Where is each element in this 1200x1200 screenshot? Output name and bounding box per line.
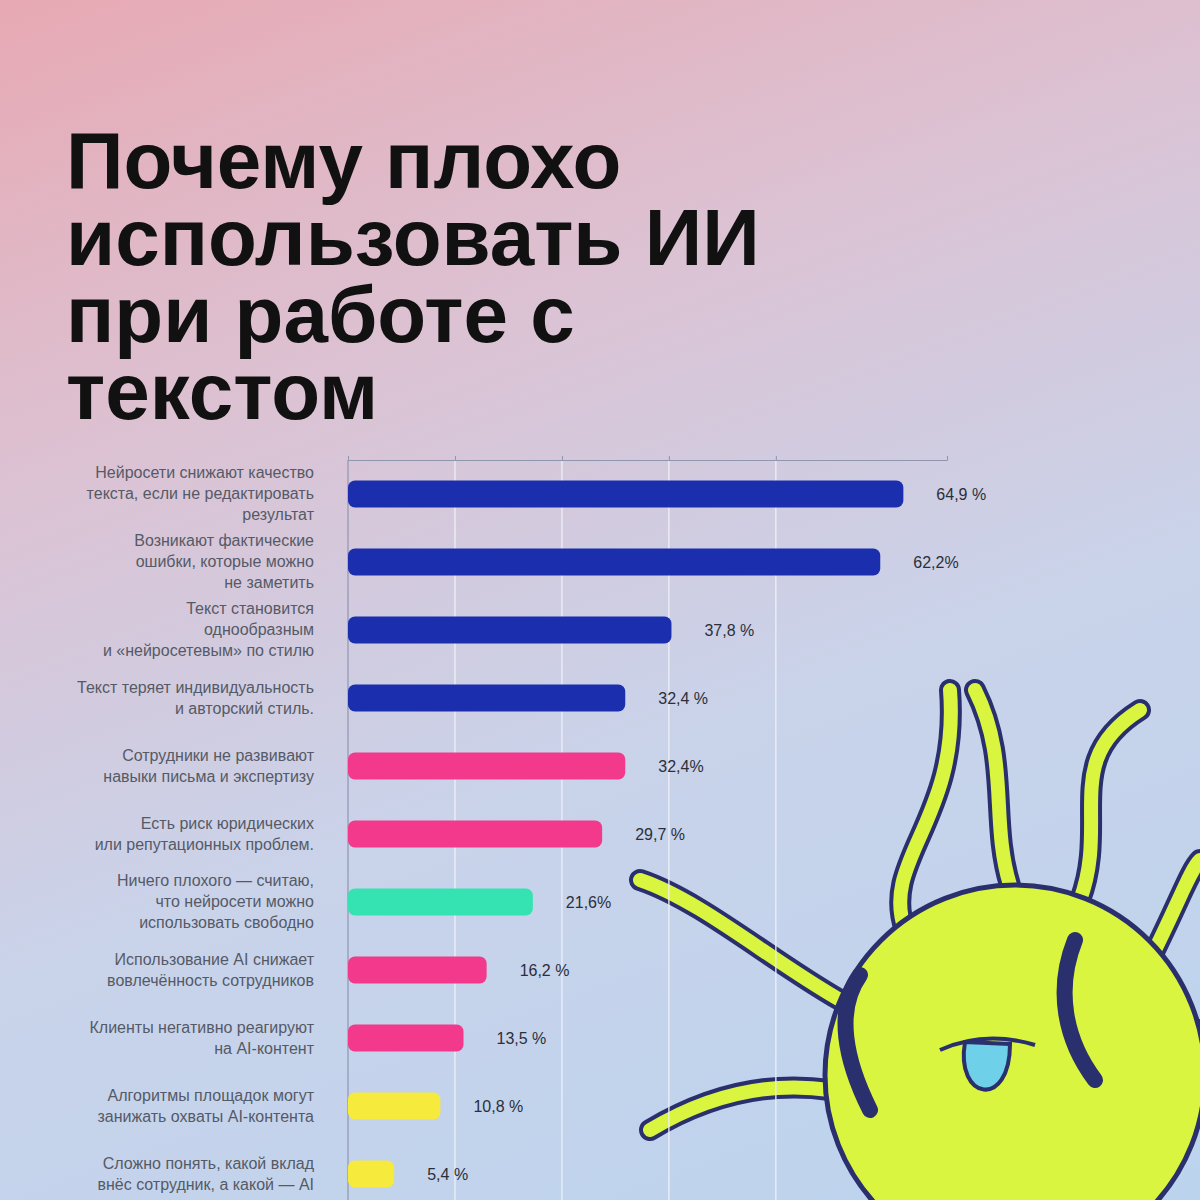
tick (348, 456, 349, 460)
bar (348, 684, 625, 711)
category-label-line: Текст теряет индивидуальность (77, 679, 314, 696)
bar (348, 888, 533, 915)
category-label: Текст становится однообразным и «нейросете… (103, 600, 314, 659)
bars (348, 480, 903, 1187)
title-line: использовать ИИ (66, 193, 760, 282)
category-label-line: Сотрудники не развивают (122, 747, 315, 764)
tentacle (1150, 860, 1200, 960)
bar (348, 548, 880, 575)
category-label-line: Алгоритмы площадок могут (108, 1087, 315, 1104)
title-line: при работе с (66, 270, 575, 359)
data-label: 32,4 % (658, 690, 708, 707)
eye-right (1065, 940, 1095, 1080)
data-label: 64,9 % (936, 486, 986, 503)
tentacle (900, 690, 951, 930)
tentacle (650, 1087, 830, 1130)
tentacle (975, 690, 1010, 885)
data-label: 37,8 % (704, 622, 754, 639)
category-label: Есть риск юридических или репутационных п… (95, 815, 314, 853)
tick-mark (348, 456, 349, 460)
bar (348, 480, 903, 507)
category-label: Текст теряет индивидуальность и авторский… (77, 679, 314, 717)
category-label-line: Клиенты негативно реагируют (90, 1019, 315, 1036)
category-label-line: занижать охваты AI-контента (97, 1108, 314, 1125)
category-label-line: Использование AI снижает (115, 951, 315, 968)
creature-body (825, 885, 1200, 1200)
bar (348, 1160, 394, 1187)
category-label: Ничего плохого — считаю, что нейросети мо… (117, 872, 314, 931)
title-line: текстом (66, 347, 378, 436)
category-label-line: Сложно понять, какой вклад (103, 1155, 315, 1172)
data-label: 21,6% (566, 894, 611, 911)
tentacle-outline (640, 880, 840, 1000)
illustration (640, 690, 1200, 1200)
tick-mark (455, 456, 456, 460)
category-label-line: ошибки, которые можно (136, 553, 314, 570)
category-label-line: использовать свободно (139, 914, 314, 931)
data-label: 10,8 % (473, 1098, 523, 1115)
tentacle-outline (1080, 710, 1140, 900)
tick (669, 456, 670, 460)
tentacle (1080, 710, 1140, 900)
eye-left (846, 975, 870, 1110)
tentacle-outline (900, 690, 951, 930)
data-label: 5,4 % (427, 1166, 468, 1183)
x-axis (349, 456, 948, 461)
category-label-line: не заметить (224, 574, 314, 591)
data-labels: 64,9 % 62,2% 37,8 % 32,4 % 32,4% 29,7 % 21,6% 1… (427, 486, 986, 1183)
chart: Почему плохоиспользовать ИИпри работе ст… (0, 0, 1200, 1200)
category-label-line: однообразным (204, 621, 314, 638)
category-label: Возникают фактические ошибки, которые мож… (134, 532, 314, 591)
category-label-line: что нейросети можно (155, 893, 314, 910)
axis-line (349, 456, 948, 461)
category-label-line: Есть риск юридических (141, 815, 314, 832)
category-label-line: и авторский стиль. (175, 700, 314, 717)
category-label-line: Текст становится (186, 600, 314, 617)
category-label-line: вовлечённость сотрудников (107, 972, 314, 989)
bar (348, 820, 602, 847)
tick-mark (776, 456, 777, 460)
tentacle-outline (1150, 860, 1200, 960)
tick-mark (562, 456, 563, 460)
category-label-line: текста, если не редактировать (87, 485, 314, 502)
category-label: Нейросети снижают качество текста, если н… (87, 464, 315, 523)
category-label: Алгоритмы площадок могут занижать охваты … (97, 1087, 314, 1125)
tongue (964, 1042, 1010, 1090)
bar (348, 1024, 464, 1051)
tentacle-outline (975, 690, 1010, 885)
category-label-line: результат (242, 506, 314, 523)
data-label: 13,5 % (497, 1030, 547, 1047)
bar (348, 752, 625, 779)
tick (562, 456, 563, 460)
category-label-line: навыки письма и экспертизу (103, 768, 314, 785)
category-label: Сотрудники не развивают навыки письма и э… (103, 747, 314, 785)
bar (348, 616, 671, 643)
category-label-line: внёс сотрудник, а какой — AI (97, 1176, 314, 1193)
tick (776, 456, 777, 460)
tentacle-outline (650, 1087, 830, 1130)
category-labels: Нейросети снижают качество текста, если н… (77, 464, 315, 1193)
category-label: Сложно понять, какой вклад внёс сотрудник… (97, 1155, 314, 1193)
category-label-line: Нейросети снижают качество (95, 464, 314, 481)
data-label: 32,4% (658, 758, 703, 775)
tick (455, 456, 456, 460)
title: Почему плохоиспользовать ИИпри работе ст… (66, 116, 760, 436)
tick-mark (669, 456, 670, 460)
title-line: Почему плохо (66, 116, 621, 205)
data-label: 16,2 % (520, 962, 570, 979)
category-label-line: Ничего плохого — считаю, (117, 872, 314, 889)
bar (348, 1092, 440, 1119)
category-label-line: Возникают фактические (134, 532, 314, 549)
category-label-line: или репутационных проблем. (95, 836, 314, 853)
category-label: Клиенты негативно реагируют на AI-контент (90, 1019, 315, 1057)
category-label-line: на AI-контент (214, 1040, 314, 1057)
data-label: 29,7 % (635, 826, 685, 843)
category-label-line: и «нейросетевым» по стилю (103, 642, 314, 659)
category-label: Использование AI снижает вовлечённость со… (107, 951, 315, 989)
tentacle (640, 880, 840, 1000)
bar (348, 956, 487, 983)
data-label: 62,2% (913, 554, 958, 571)
